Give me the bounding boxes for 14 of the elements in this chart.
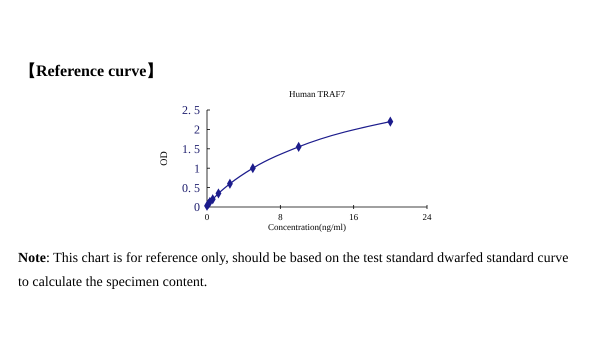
y-tick-label: 0. 5 — [182, 180, 200, 195]
text: Note: This chart is for reference only, should be based on the test standard dwarfed standard curve to calculate the specimen content. — [18, 251, 568, 290]
y-tick-label: 1 — [194, 161, 200, 176]
y-tick-label: 2. 5 — [182, 103, 200, 118]
chart-title: Human TRAF7 — [288, 89, 346, 99]
y-axis-title: OD — [159, 151, 170, 166]
x-tick-label: 8 — [278, 212, 284, 222]
x-axis-title: Concentration(ng/ml) — [268, 222, 346, 232]
y-tick-label: 1. 5 — [182, 142, 200, 156]
text: 【Reference curve】 — [20, 62, 162, 80]
y-tick-label: 2 — [194, 122, 200, 137]
x-tick-label: 0 — [204, 212, 210, 222]
x-tick-label: 16 — [349, 212, 359, 222]
x-tick-label: 24 — [422, 212, 432, 222]
